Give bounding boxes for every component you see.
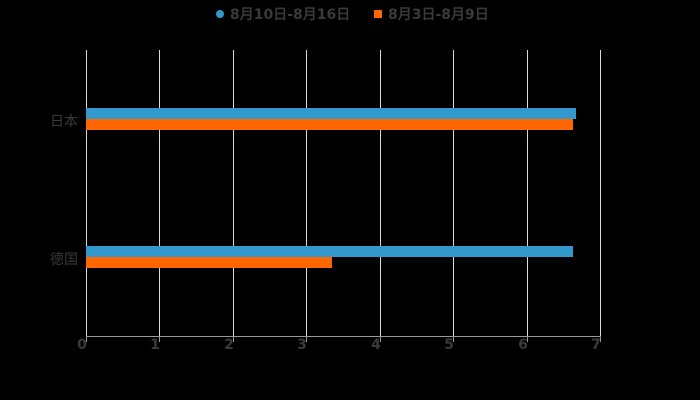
gridline: [600, 50, 601, 336]
axis-tick: [306, 336, 307, 342]
x-tick-label: 1: [150, 337, 160, 353]
axis-tick: [233, 336, 234, 342]
x-tick-label: 2: [224, 337, 234, 353]
bar-current-week[interactable]: [86, 108, 576, 119]
x-axis-line: [86, 336, 600, 337]
legend-label: 8月3日-8月9日: [388, 7, 489, 23]
gridline: [380, 50, 381, 336]
axis-tick: [600, 336, 601, 342]
legend-item-series-1[interactable]: 8月10日-8月16日: [216, 4, 350, 24]
legend-square-icon: [374, 10, 382, 18]
gridline: [306, 50, 307, 336]
axis-tick: [159, 336, 160, 342]
axis-tick: [86, 336, 87, 342]
x-tick-label: 0: [77, 337, 87, 353]
legend-label: 8月10日-8月16日: [230, 7, 351, 23]
x-tick-label: 5: [444, 337, 454, 353]
gridline: [233, 50, 234, 336]
gridline: [159, 50, 160, 336]
x-tick-label: 6: [518, 337, 528, 353]
x-tick-label: 4: [371, 337, 381, 353]
x-tick-label: 7: [591, 337, 601, 353]
x-tick-label: 3: [297, 337, 307, 353]
chart-legend: 8月10日-8月16日 8月3日-8月9日: [0, 4, 700, 24]
bar-previous-week[interactable]: [86, 257, 332, 268]
gridline: [527, 50, 528, 336]
category-label: 日本: [50, 114, 78, 130]
category-label: 德国: [50, 252, 78, 268]
axis-tick: [380, 336, 381, 342]
axis-tick: [453, 336, 454, 342]
axis-tick: [527, 336, 528, 342]
bar-current-week[interactable]: [86, 246, 573, 257]
gridline: [86, 50, 87, 336]
legend-circle-icon: [216, 10, 224, 18]
gridline: [453, 50, 454, 336]
bar-previous-week[interactable]: [86, 119, 573, 130]
legend-item-series-2[interactable]: 8月3日-8月9日: [374, 4, 489, 24]
